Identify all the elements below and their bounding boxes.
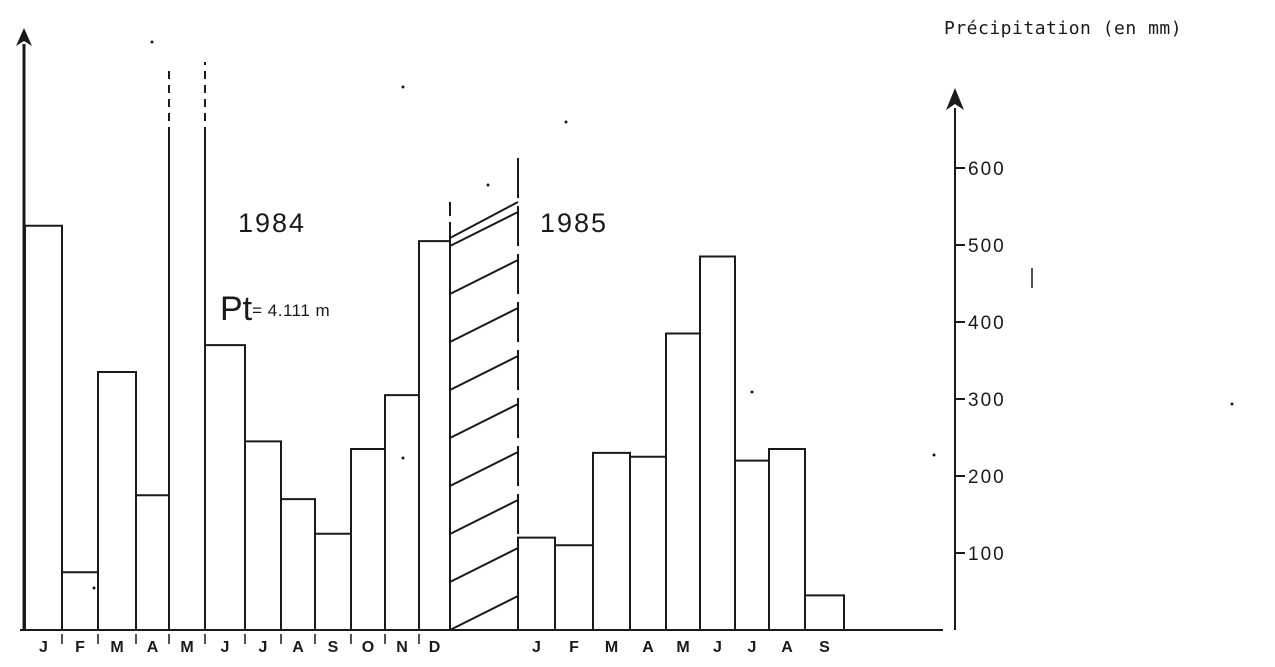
bar-1984 (314, 532, 352, 630)
y-tick-label: 200 (968, 467, 1006, 488)
scan-speck (150, 40, 154, 44)
year-label-1985: 1985 (540, 208, 609, 238)
x-tick-label-1985: J (532, 639, 541, 656)
gap-hatch-line (449, 547, 519, 583)
y-tick-label: 400 (968, 313, 1006, 334)
x-tick-label-1985: J (713, 639, 722, 656)
x-tick-label-1985: F (569, 639, 579, 656)
gap-hatch-line (449, 403, 519, 439)
x-tick-label-1985: S (819, 639, 830, 656)
scan-speck (932, 453, 936, 457)
scan-speck (401, 85, 405, 89)
y-tick-label: 500 (968, 236, 1006, 257)
bar-1984 (204, 344, 246, 630)
scan-speck (401, 456, 405, 460)
x-tick-label-1984: O (362, 639, 374, 656)
x-tick-label-1984: F (75, 639, 85, 656)
x-tick-label-1984: J (259, 639, 268, 656)
x-tick-label-1985: M (605, 639, 618, 656)
y-tick-label: 100 (968, 544, 1006, 565)
y-tick-label: 300 (968, 390, 1006, 411)
bar-1985 (554, 544, 594, 630)
left-axis-arrow (16, 28, 32, 46)
bar-1985 (804, 594, 845, 630)
x-tick-label-1985: A (642, 639, 654, 656)
x-tick-label-1984: N (396, 639, 408, 656)
annotation-value: = 4.111 m (252, 301, 331, 320)
year-label-1984: 1984 (238, 208, 307, 238)
x-tick-label-1984: J (221, 639, 230, 656)
gap-hatch-line (449, 355, 519, 391)
gap-hatch-line (449, 595, 519, 631)
bar-1984 (24, 224, 63, 630)
y-axis-title: Précipitation (en mm) (944, 18, 1183, 39)
annotation-prefix: Pt (220, 290, 253, 328)
scan-speck (750, 390, 754, 394)
bar-1984 (244, 440, 282, 630)
bar-1984 (350, 448, 386, 630)
scan-speck (486, 183, 490, 187)
x-tick-label-1984: D (429, 639, 441, 656)
bar-1984 (61, 571, 99, 630)
gap-hatch-line (449, 451, 519, 487)
scan-speck (564, 120, 568, 124)
gap-hatch-line (449, 499, 519, 535)
gap-hatch-line (449, 259, 519, 295)
x-tick-label-1985: A (781, 639, 793, 656)
gap-hatch-line (449, 307, 519, 343)
gap-hatch-line (449, 201, 519, 239)
bar-1984 (135, 494, 170, 630)
scan-speck (1230, 402, 1234, 406)
total-precipitation-annotation: Pt= 4.111 m (220, 290, 330, 329)
x-tick-label-1984: A (292, 639, 304, 656)
x-tick-label-1985: M (676, 639, 689, 656)
gap-hatch-line (449, 211, 519, 247)
bar-1985 (768, 448, 806, 630)
x-tick-label-1984: S (328, 639, 339, 656)
bar-1985 (629, 455, 667, 630)
bar-1985 (517, 536, 556, 630)
bar-1984 (97, 371, 137, 630)
right-axis-arrow (946, 88, 964, 110)
bar-1985 (699, 255, 736, 630)
bar-1984 (418, 240, 451, 630)
x-tick-label-1985: J (748, 639, 757, 656)
scan-speck (92, 586, 96, 590)
x-tick-label-1984: J (39, 639, 48, 656)
x-tick-label-1984: M (110, 639, 123, 656)
y-tick-label: 600 (968, 159, 1006, 180)
bar-1984 (384, 394, 420, 630)
x-tick-label-1984: A (147, 639, 159, 656)
bar-1985 (734, 459, 770, 630)
bar-1985 (665, 332, 701, 630)
x-tick-label-1984: M (180, 639, 193, 656)
bar-1985 (592, 451, 631, 630)
bar-1984 (280, 498, 316, 630)
